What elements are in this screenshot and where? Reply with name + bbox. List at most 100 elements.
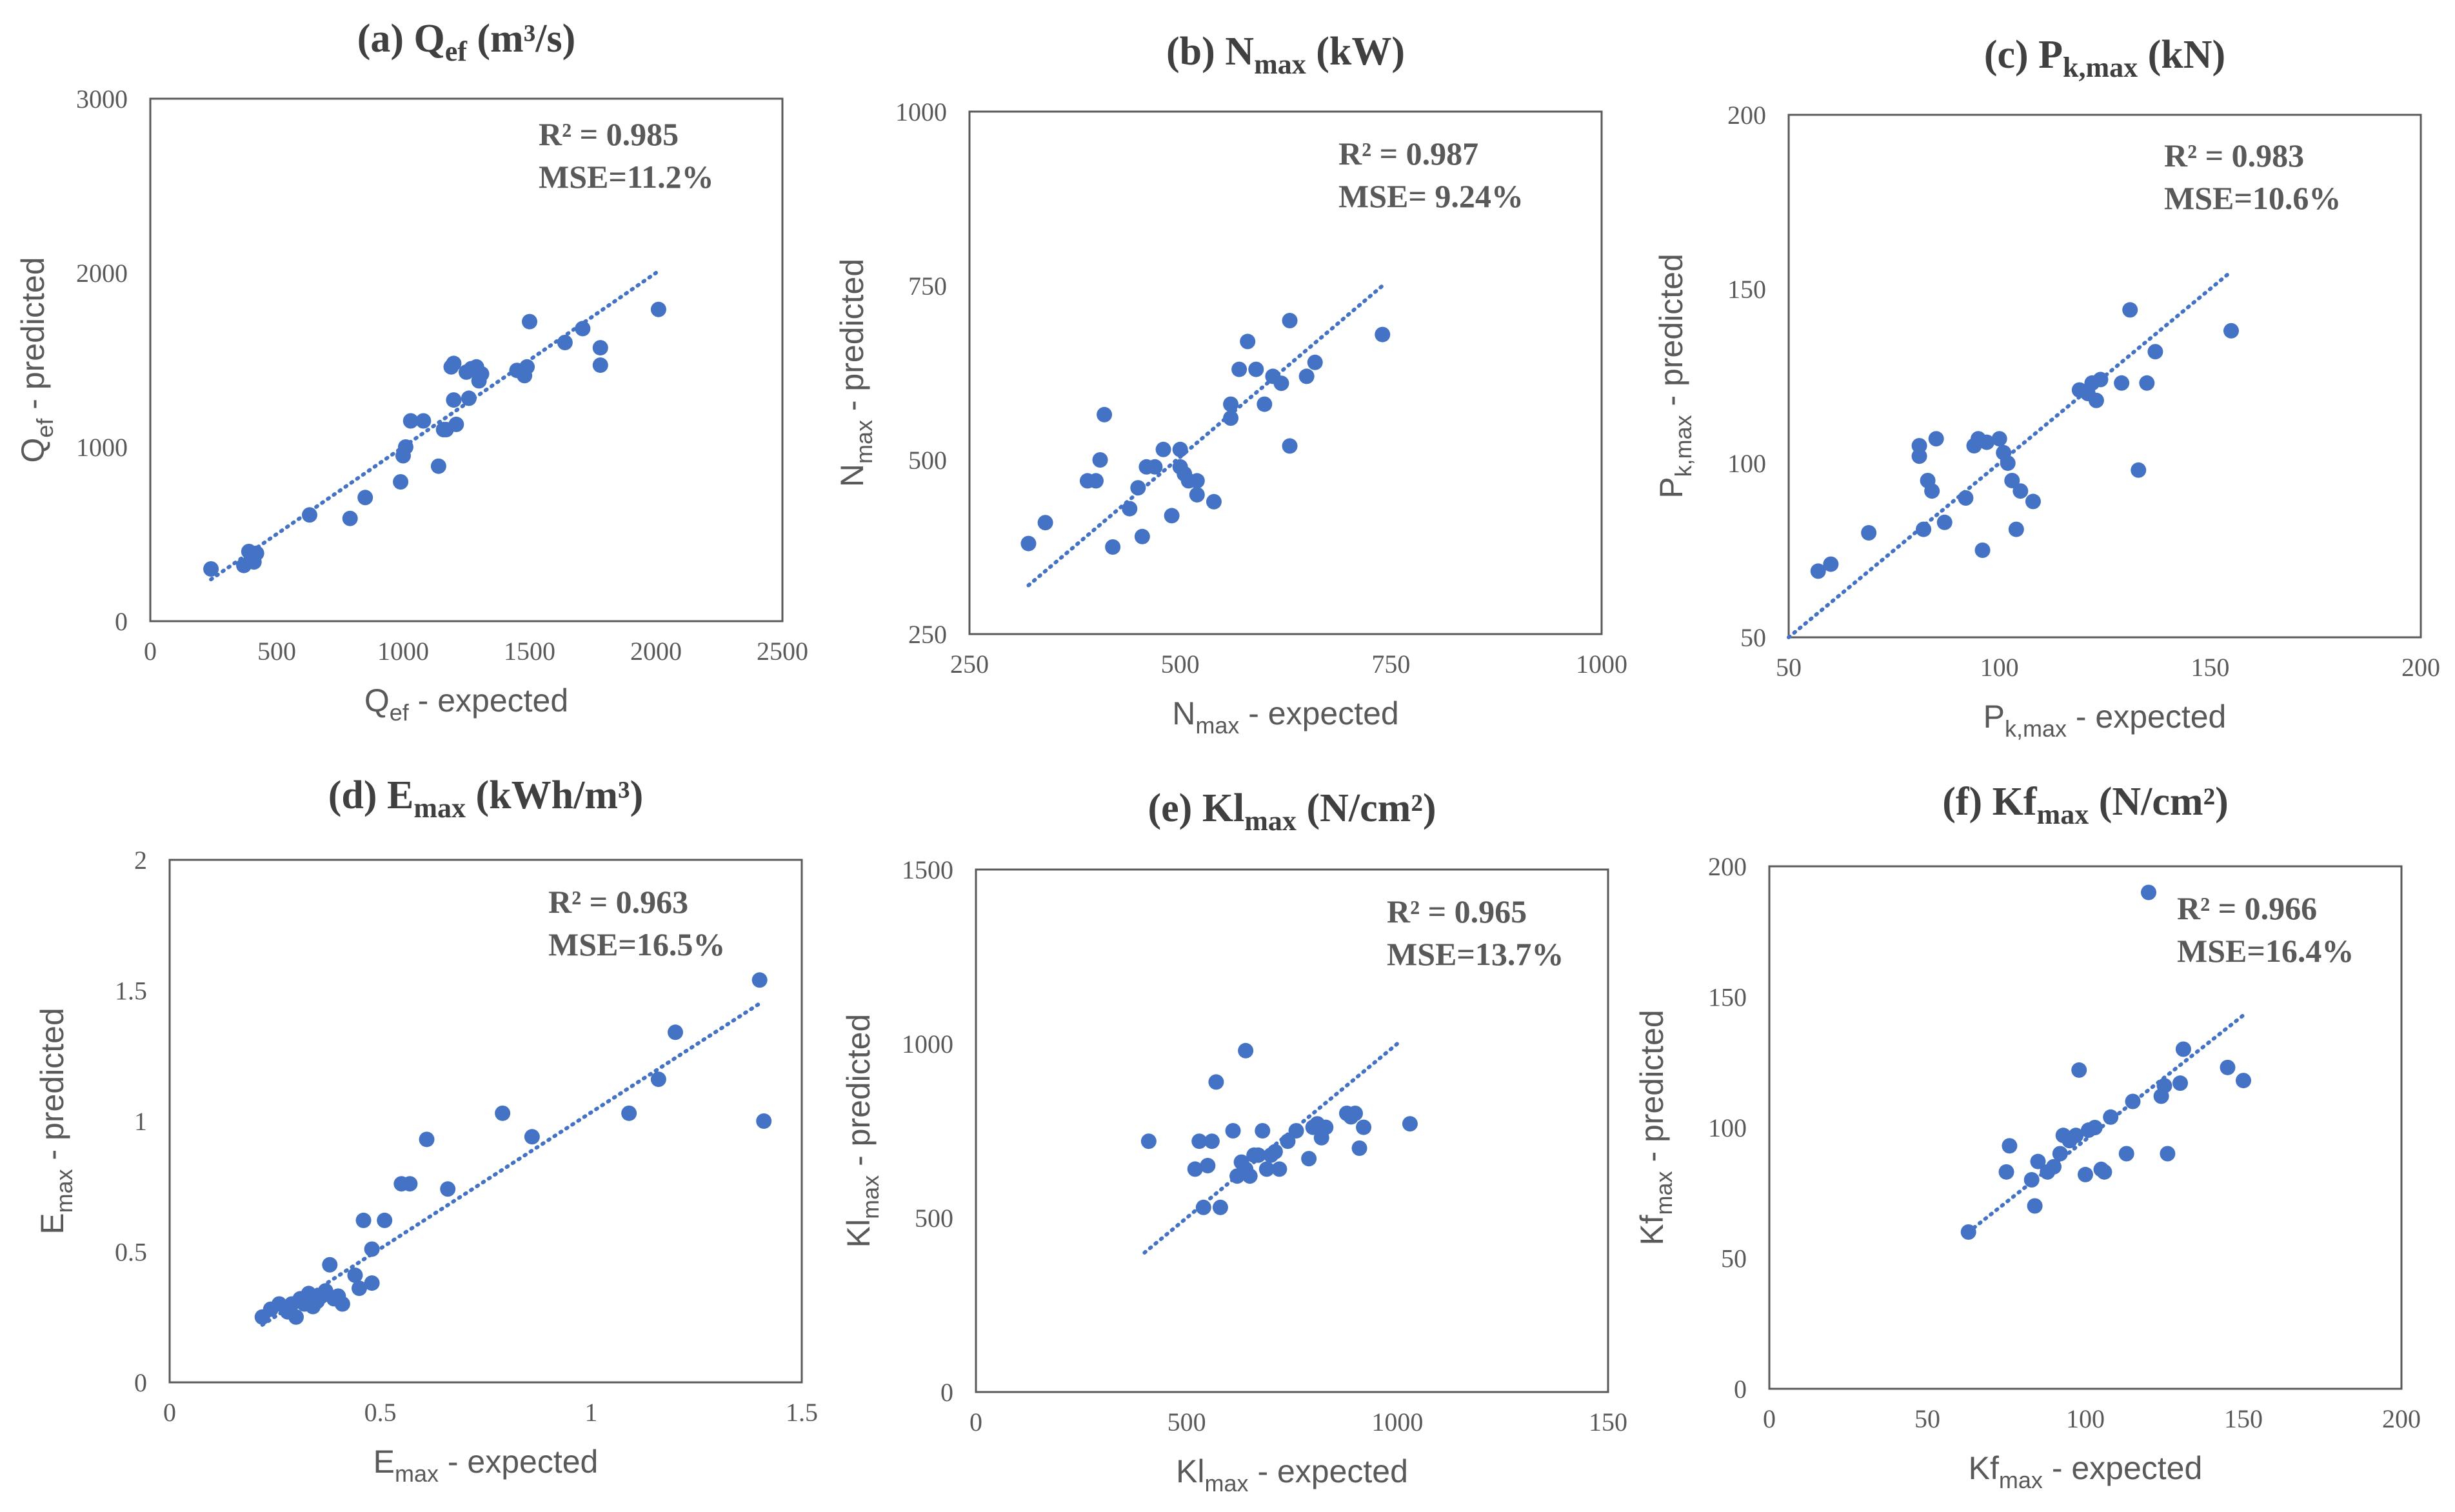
data-point bbox=[1255, 1123, 1271, 1139]
x-axis-label-main: Q bbox=[364, 682, 390, 719]
data-point bbox=[1204, 1133, 1220, 1149]
y-tick-label: 500 bbox=[915, 1204, 953, 1233]
y-tick-label: 50 bbox=[1721, 1244, 1747, 1273]
x-tick-label: 500 bbox=[1168, 1408, 1206, 1437]
chart-title-main: (b) N bbox=[1166, 30, 1254, 74]
y-tick-label: 1 bbox=[134, 1107, 147, 1136]
data-point bbox=[495, 1105, 511, 1121]
chart-title-sub: k,max bbox=[2063, 52, 2138, 83]
y-tick-label: 0 bbox=[115, 607, 128, 636]
data-point bbox=[2172, 1075, 2188, 1091]
y-axis-label-main: P bbox=[1653, 477, 1689, 498]
y-tick-label: 2 bbox=[134, 846, 147, 875]
data-point bbox=[1092, 452, 1108, 468]
x-tick-label: 0.5 bbox=[364, 1398, 397, 1427]
x-tick-label: 2500 bbox=[757, 637, 808, 666]
y-axis-label-main: N bbox=[834, 464, 870, 487]
x-axis-label-suffix: - expected bbox=[409, 682, 568, 719]
data-point bbox=[2114, 375, 2130, 391]
trend-line bbox=[1966, 1013, 2245, 1234]
data-point bbox=[2046, 1159, 2062, 1175]
x-tick-label: 2000 bbox=[630, 637, 682, 666]
plot-frame bbox=[1787, 114, 2422, 639]
data-point bbox=[2008, 521, 2024, 537]
data-point bbox=[1288, 1123, 1304, 1139]
trend-line bbox=[209, 271, 658, 582]
data-point bbox=[288, 1309, 304, 1325]
plot-frame bbox=[1768, 865, 2403, 1390]
x-axis-label-main: Kl bbox=[1176, 1453, 1204, 1489]
data-point bbox=[1911, 448, 1927, 464]
chart-title-unit: (m³/s) bbox=[467, 17, 575, 61]
x-axis-label: Nmax - expected bbox=[1172, 695, 1399, 739]
data-point bbox=[1356, 1119, 1372, 1135]
data-point bbox=[1861, 525, 1877, 541]
data-point bbox=[377, 1212, 393, 1228]
data-point bbox=[1810, 563, 1826, 579]
data-point bbox=[621, 1105, 637, 1121]
x-tick-label: 0 bbox=[969, 1408, 982, 1437]
chart-panel-2: (b) Nmax (kW)250 500 750 10002505007501000N… bbox=[834, 30, 1627, 739]
data-point bbox=[2147, 344, 2163, 360]
data-point bbox=[1347, 1106, 1363, 1121]
chart-title-sub: max bbox=[2037, 799, 2089, 830]
data-point bbox=[1189, 487, 1205, 502]
data-point bbox=[1998, 1164, 2014, 1180]
x-axis-label-sub: max bbox=[1205, 1470, 1249, 1497]
data-point bbox=[1258, 1161, 1275, 1177]
x-tick-label: 150 bbox=[2191, 653, 2229, 682]
data-point bbox=[1282, 438, 1298, 454]
data-point bbox=[2071, 1062, 2087, 1078]
data-point bbox=[2088, 392, 2104, 408]
y-axis-label-main: Kl bbox=[840, 1219, 877, 1248]
data-point bbox=[2013, 483, 2029, 499]
y-axis-label-main: Q bbox=[15, 438, 51, 463]
chart-title-main: (a) Q bbox=[357, 17, 445, 61]
y-tick-label: 1000 bbox=[902, 1030, 953, 1059]
x-tick-label: 150 bbox=[1589, 1408, 1627, 1437]
data-point bbox=[1936, 514, 1953, 530]
data-point bbox=[1212, 1199, 1228, 1215]
y-axis-label: Qef - predicted bbox=[15, 257, 58, 463]
y-tick-label: 250 bbox=[908, 620, 947, 649]
data-point bbox=[2141, 884, 2156, 900]
x-tick-label: 0 bbox=[163, 1398, 176, 1427]
data-point bbox=[2175, 1041, 2191, 1057]
x-tick-label: 500 bbox=[1161, 650, 1200, 679]
y-axis-label-suffix: - predicted bbox=[1653, 254, 1689, 415]
data-point bbox=[1223, 396, 1239, 412]
x-axis-label: Qef - expected bbox=[364, 682, 568, 726]
data-point bbox=[2139, 375, 2155, 391]
chart-title-unit: (kW) bbox=[1306, 30, 1405, 74]
y-axis-label-sub: k,max bbox=[1670, 415, 1696, 477]
y-axis-label-sub: max bbox=[851, 420, 877, 464]
data-point bbox=[1375, 326, 1391, 343]
chart-title-unit: (kN) bbox=[2138, 33, 2225, 77]
y-tick-label: 1500 bbox=[902, 855, 953, 884]
x-axis-label-sub: ef bbox=[390, 699, 410, 726]
y-axis-label: Pk,max - predicted bbox=[1653, 254, 1696, 499]
x-axis-label-suffix: - expected bbox=[1249, 1453, 1408, 1489]
data-point bbox=[2118, 1146, 2134, 1162]
y-tick-label: 200 bbox=[1727, 101, 1766, 130]
data-point bbox=[1960, 1224, 1976, 1240]
x-axis-label-main: Kf bbox=[1969, 1450, 1999, 1486]
plot-frame bbox=[975, 868, 1609, 1393]
data-point bbox=[1267, 1144, 1283, 1160]
data-point bbox=[650, 1071, 666, 1088]
y-axis-label-suffix: - predicted bbox=[834, 259, 870, 420]
data-point bbox=[650, 301, 666, 317]
mse-label: MSE=11.2% bbox=[539, 159, 714, 195]
y-tick-label: 1.5 bbox=[115, 977, 147, 1006]
data-point bbox=[2000, 455, 2016, 471]
chart-title-sub: max bbox=[1254, 48, 1306, 80]
plot-frame bbox=[968, 110, 1603, 635]
data-point bbox=[1105, 539, 1121, 555]
y-tick-label: 150 bbox=[1727, 275, 1766, 304]
chart-title-unit: (N/cm²) bbox=[2089, 780, 2229, 824]
y-axis-label-sub: max bbox=[1651, 1171, 1677, 1215]
y-axis-label: Emax - predicted bbox=[34, 1008, 77, 1235]
plot-frame bbox=[149, 97, 784, 622]
trend-line bbox=[260, 1001, 762, 1327]
